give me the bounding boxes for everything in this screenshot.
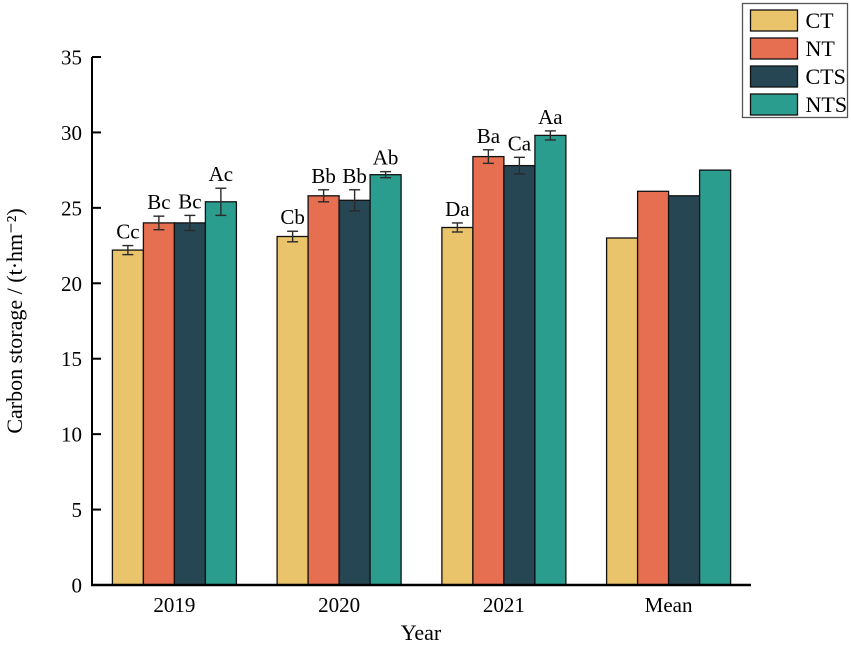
sig-label-NT-2019: Bc [147, 190, 170, 214]
legend-swatch-CT [749, 9, 799, 32]
bars-layer [111, 134, 732, 586]
sig-label-CTS-2019: Bc [178, 189, 201, 213]
error-bar-CTS-2021 [513, 156, 525, 175]
error-bar-NT-2020 [318, 189, 330, 203]
y-tick-label-20: 20 [61, 272, 82, 296]
axes-layer [91, 56, 751, 587]
bar-NT-2019 [142, 222, 176, 586]
y-tick-label-35: 35 [61, 46, 82, 70]
y-tick-label-10: 10 [61, 423, 82, 447]
error-bars-layer [122, 130, 556, 256]
legend-label-CT: CT [806, 8, 835, 33]
bar-NT-2021 [472, 155, 505, 586]
bar-CTS-Mean [667, 195, 701, 586]
sig-label-NT-2020: Bb [311, 164, 336, 188]
bar-CTS-2020 [338, 199, 371, 586]
sig-label-CT-2021: Da [445, 197, 470, 221]
error-bar-NT-2021 [482, 149, 494, 165]
bar-CT-2020 [276, 235, 309, 586]
bar-CT-2021 [441, 226, 474, 586]
legend-label-NT: NT [806, 36, 836, 61]
error-bar-CTS-2020 [349, 189, 361, 212]
legend-swatch-NTS [749, 93, 799, 116]
legend-swatch-NT [749, 37, 799, 60]
legend-item-NTS: NTS [749, 92, 848, 117]
error-bar-CT-2019 [122, 244, 134, 256]
y-axis-title: Carbon storage / (t·hm⁻²) [2, 208, 27, 433]
legend-item-CTS: CTS [749, 64, 846, 89]
bar-NT-2020 [307, 195, 340, 586]
y-tick-label-25: 25 [61, 196, 82, 220]
error-bar-CTS-2019 [184, 214, 196, 232]
legend-item-CT: CT [749, 8, 835, 33]
sig-label-CT-2019: Cc [116, 220, 139, 244]
x-category-label-2019: 2019 [153, 593, 195, 617]
bar-CT-Mean [605, 237, 639, 586]
error-bar-CT-2021 [451, 222, 463, 233]
bar-CTS-2021 [503, 164, 536, 586]
legend-item-NT: NT [749, 36, 836, 61]
error-bar-NTS-2019 [215, 187, 227, 217]
y-tick-label-5: 5 [72, 498, 83, 522]
legend-swatch-CTS [749, 65, 799, 88]
sig-label-NTS-2020: Ab [373, 146, 399, 170]
sig-label-CTS-2021: Ca [508, 131, 532, 155]
bar-CT-2019 [111, 249, 145, 586]
sig-label-NTS-2019: Ac [209, 162, 234, 186]
y-tick-label-30: 30 [61, 121, 82, 145]
error-bar-NTS-2020 [380, 170, 392, 179]
bar-NTS-2021 [534, 134, 567, 586]
x-category-label-2021: 2021 [483, 593, 525, 617]
sig-label-NT-2021: Ba [477, 124, 501, 148]
error-bar-NT-2019 [153, 215, 165, 231]
y-tick-label-0: 0 [72, 574, 83, 598]
x-category-label-2020: 2020 [318, 593, 360, 617]
tick-labels-layer: 2019 2020 2021 Mean 0 5 10 15 20 25 30 35 [61, 46, 693, 618]
bar-NTS-2020 [369, 174, 402, 586]
error-bar-NTS-2021 [544, 130, 556, 141]
y-tick-label-15: 15 [61, 347, 82, 371]
sig-label-NTS-2021: Aa [538, 105, 563, 129]
x-category-label-Mean: Mean [645, 593, 693, 617]
bar-NTS-2019 [204, 201, 238, 586]
sig-label-CTS-2020: Bb [342, 164, 367, 188]
error-bar-CT-2020 [287, 230, 299, 243]
bar-NTS-Mean [698, 169, 732, 586]
legend-label-NTS: NTS [806, 92, 848, 117]
legend-label-CTS: CTS [806, 64, 846, 89]
x-axis-title: Year [401, 620, 442, 645]
bar-NT-Mean [636, 190, 670, 586]
legend: CT NT CTS NTS [741, 2, 849, 119]
bar-CTS-2019 [173, 222, 207, 586]
sig-label-CT-2020: Cb [280, 205, 305, 229]
